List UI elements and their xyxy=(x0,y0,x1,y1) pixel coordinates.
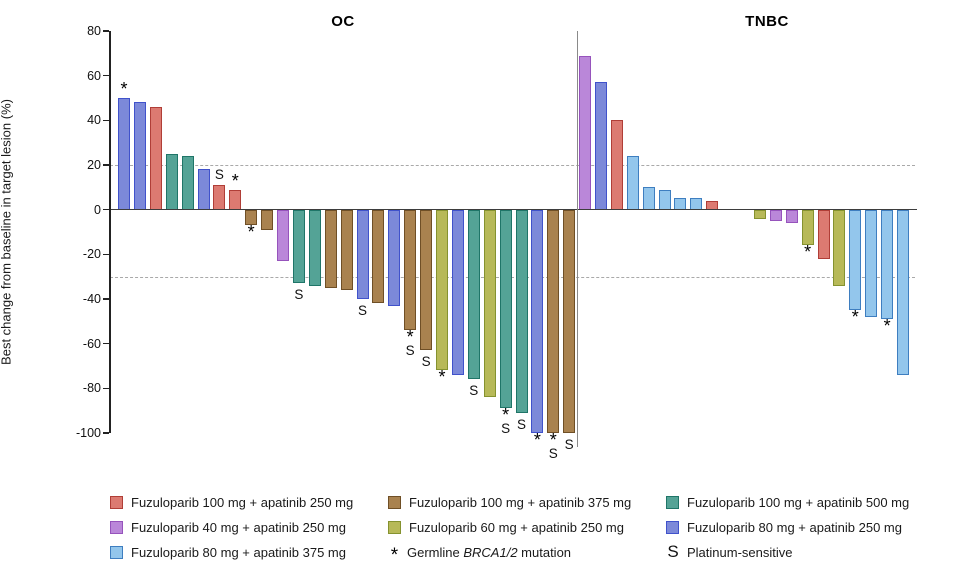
brca-mutation-asterisk: * xyxy=(502,405,510,426)
y-axis-tick-label: 0 xyxy=(94,202,101,217)
legend-item: Fuzuloparib 100 mg + apatinib 375 mg xyxy=(388,490,631,514)
asterisk-legend-icon: * xyxy=(390,545,399,566)
brca-mutation-asterisk: * xyxy=(120,78,128,99)
y-axis-tick xyxy=(103,432,109,434)
legend-label: Fuzuloparib 100 mg + apatinib 250 mg xyxy=(131,494,354,510)
bar-markers: * S xyxy=(405,327,415,359)
brca-mutation-asterisk: * xyxy=(406,327,414,348)
legend-label: Platinum-sensitive xyxy=(687,544,793,560)
y-axis-tick xyxy=(103,208,109,211)
bar-markers: * xyxy=(438,367,446,388)
zero-baseline xyxy=(109,208,917,211)
y-axis-tick-label: -100 xyxy=(75,425,101,440)
legend-swatch-icon xyxy=(666,520,679,534)
reference-line--30 xyxy=(110,276,915,278)
legend-label: Fuzuloparib 100 mg + apatinib 500 mg xyxy=(687,494,910,510)
bar-markers: * xyxy=(247,222,255,243)
platinum-sensitive-mark: S xyxy=(501,421,511,437)
bar-markers: * S xyxy=(548,429,558,461)
legend-label: Germline BRCA1/2 mutation xyxy=(407,544,572,560)
brca-mutation-asterisk: * xyxy=(533,429,541,450)
y-axis-line xyxy=(109,31,111,433)
y-axis-tick xyxy=(103,164,109,166)
platinum-sensitive-mark: S xyxy=(564,436,574,452)
platinum-sensitive-mark: S xyxy=(357,302,368,318)
y-axis-tick-label: 80 xyxy=(87,24,101,38)
legend-item: * Germline BRCA1/2 mutation xyxy=(388,540,572,566)
bar-markers: S xyxy=(469,382,479,399)
y-axis-tick xyxy=(103,342,109,345)
brca-mutation-asterisk: * xyxy=(851,307,859,328)
bar-markers: S xyxy=(294,286,304,303)
brca-mutation-asterisk: * xyxy=(804,242,812,263)
reference-line-20 xyxy=(110,164,915,166)
platinum-sensitive-mark: S xyxy=(516,416,527,432)
legend-item: S Platinum-sensitive xyxy=(666,540,793,564)
legend-label: Fuzuloparib 100 mg + apatinib 375 mg xyxy=(409,494,632,510)
legend-label: Fuzuloparib 80 mg + apatinib 250 mg xyxy=(687,519,902,535)
bar-markers: * xyxy=(883,316,891,337)
platinum-sensitive-mark: S xyxy=(421,354,431,370)
y-axis-tick xyxy=(103,119,109,122)
platinum-sensitive-mark: S xyxy=(214,167,224,183)
y-axis-tick-label: 60 xyxy=(87,68,101,83)
brca-mutation-asterisk: * xyxy=(883,316,891,337)
legend-swatch-icon xyxy=(110,545,123,559)
y-axis-tick xyxy=(103,298,109,300)
legend-swatch-icon xyxy=(110,495,123,509)
y-axis-tick xyxy=(103,74,109,77)
platinum-sensitive-mark: S xyxy=(294,287,304,303)
bar-markers: * xyxy=(804,242,812,263)
brca-mutation-asterisk: * xyxy=(231,170,239,191)
brca-mutation-asterisk: * xyxy=(247,222,255,243)
plot-area: * S * * S S * S S * S * S S * * S S * * * 80 60 40 20 0 -20 -40 -60-… xyxy=(75,24,917,461)
y-axis-tick xyxy=(103,253,109,256)
section-divider xyxy=(577,31,579,447)
y-axis-tick-label: -60 xyxy=(82,336,101,351)
legend-item: Fuzuloparib 100 mg + apatinib 250 mg xyxy=(110,490,353,514)
y-axis-tick-label: -40 xyxy=(82,291,101,306)
y-axis-tick-label: 40 xyxy=(87,113,101,128)
bar-markers: * xyxy=(851,307,859,328)
legend-swatch-icon xyxy=(388,520,401,534)
platinum-sensitive-mark: S xyxy=(405,343,415,359)
y-axis-tick xyxy=(103,387,109,390)
bar-markers: * xyxy=(120,78,128,99)
bar-markers: S xyxy=(215,168,224,182)
platinum-sensitive-mark: S xyxy=(469,383,479,399)
bar-markers: * S xyxy=(501,405,511,437)
bar-markers: S xyxy=(421,353,431,370)
y-axis-tick-label: -80 xyxy=(82,381,101,396)
y-axis-tick xyxy=(103,30,109,32)
brca-mutation-asterisk: * xyxy=(438,367,446,388)
legend-item: Fuzuloparib 80 mg + apatinib 375 mg xyxy=(110,540,346,564)
platinum-sensitive-mark: S xyxy=(548,445,558,461)
brca-mutation-asterisk: * xyxy=(549,429,557,450)
legend-item: Fuzuloparib 100 mg + apatinib 500 mg xyxy=(666,490,909,514)
y-axis-tick-label: -20 xyxy=(82,247,101,262)
legend-swatch-icon xyxy=(388,495,401,509)
legend-item: Fuzuloparib 80 mg + apatinib 250 mg xyxy=(666,515,902,539)
bar-markers: S xyxy=(564,436,574,452)
bar-markers: * xyxy=(231,170,239,191)
section-title-tnbc: TNBC xyxy=(745,13,789,30)
bar-markers: * xyxy=(533,429,541,450)
legend-item: Fuzuloparib 40 mg + apatinib 250 mg xyxy=(110,515,346,539)
legend-swatch-icon xyxy=(110,520,123,534)
legend-label: Fuzuloparib 40 mg + apatinib 250 mg xyxy=(131,519,346,535)
legend-swatch-icon xyxy=(666,495,679,509)
legend-label: Fuzuloparib 80 mg + apatinib 375 mg xyxy=(131,544,346,560)
legend-item: Fuzuloparib 60 mg + apatinib 250 mg xyxy=(388,515,624,539)
bar-markers: S xyxy=(357,302,368,318)
section-title-oc: OC xyxy=(331,13,355,30)
y-axis-tick-label: 20 xyxy=(87,157,101,172)
s-legend-icon: S xyxy=(667,542,679,561)
bar-markers: S xyxy=(516,416,527,432)
legend-label: Fuzuloparib 60 mg + apatinib 250 mg xyxy=(409,519,624,535)
